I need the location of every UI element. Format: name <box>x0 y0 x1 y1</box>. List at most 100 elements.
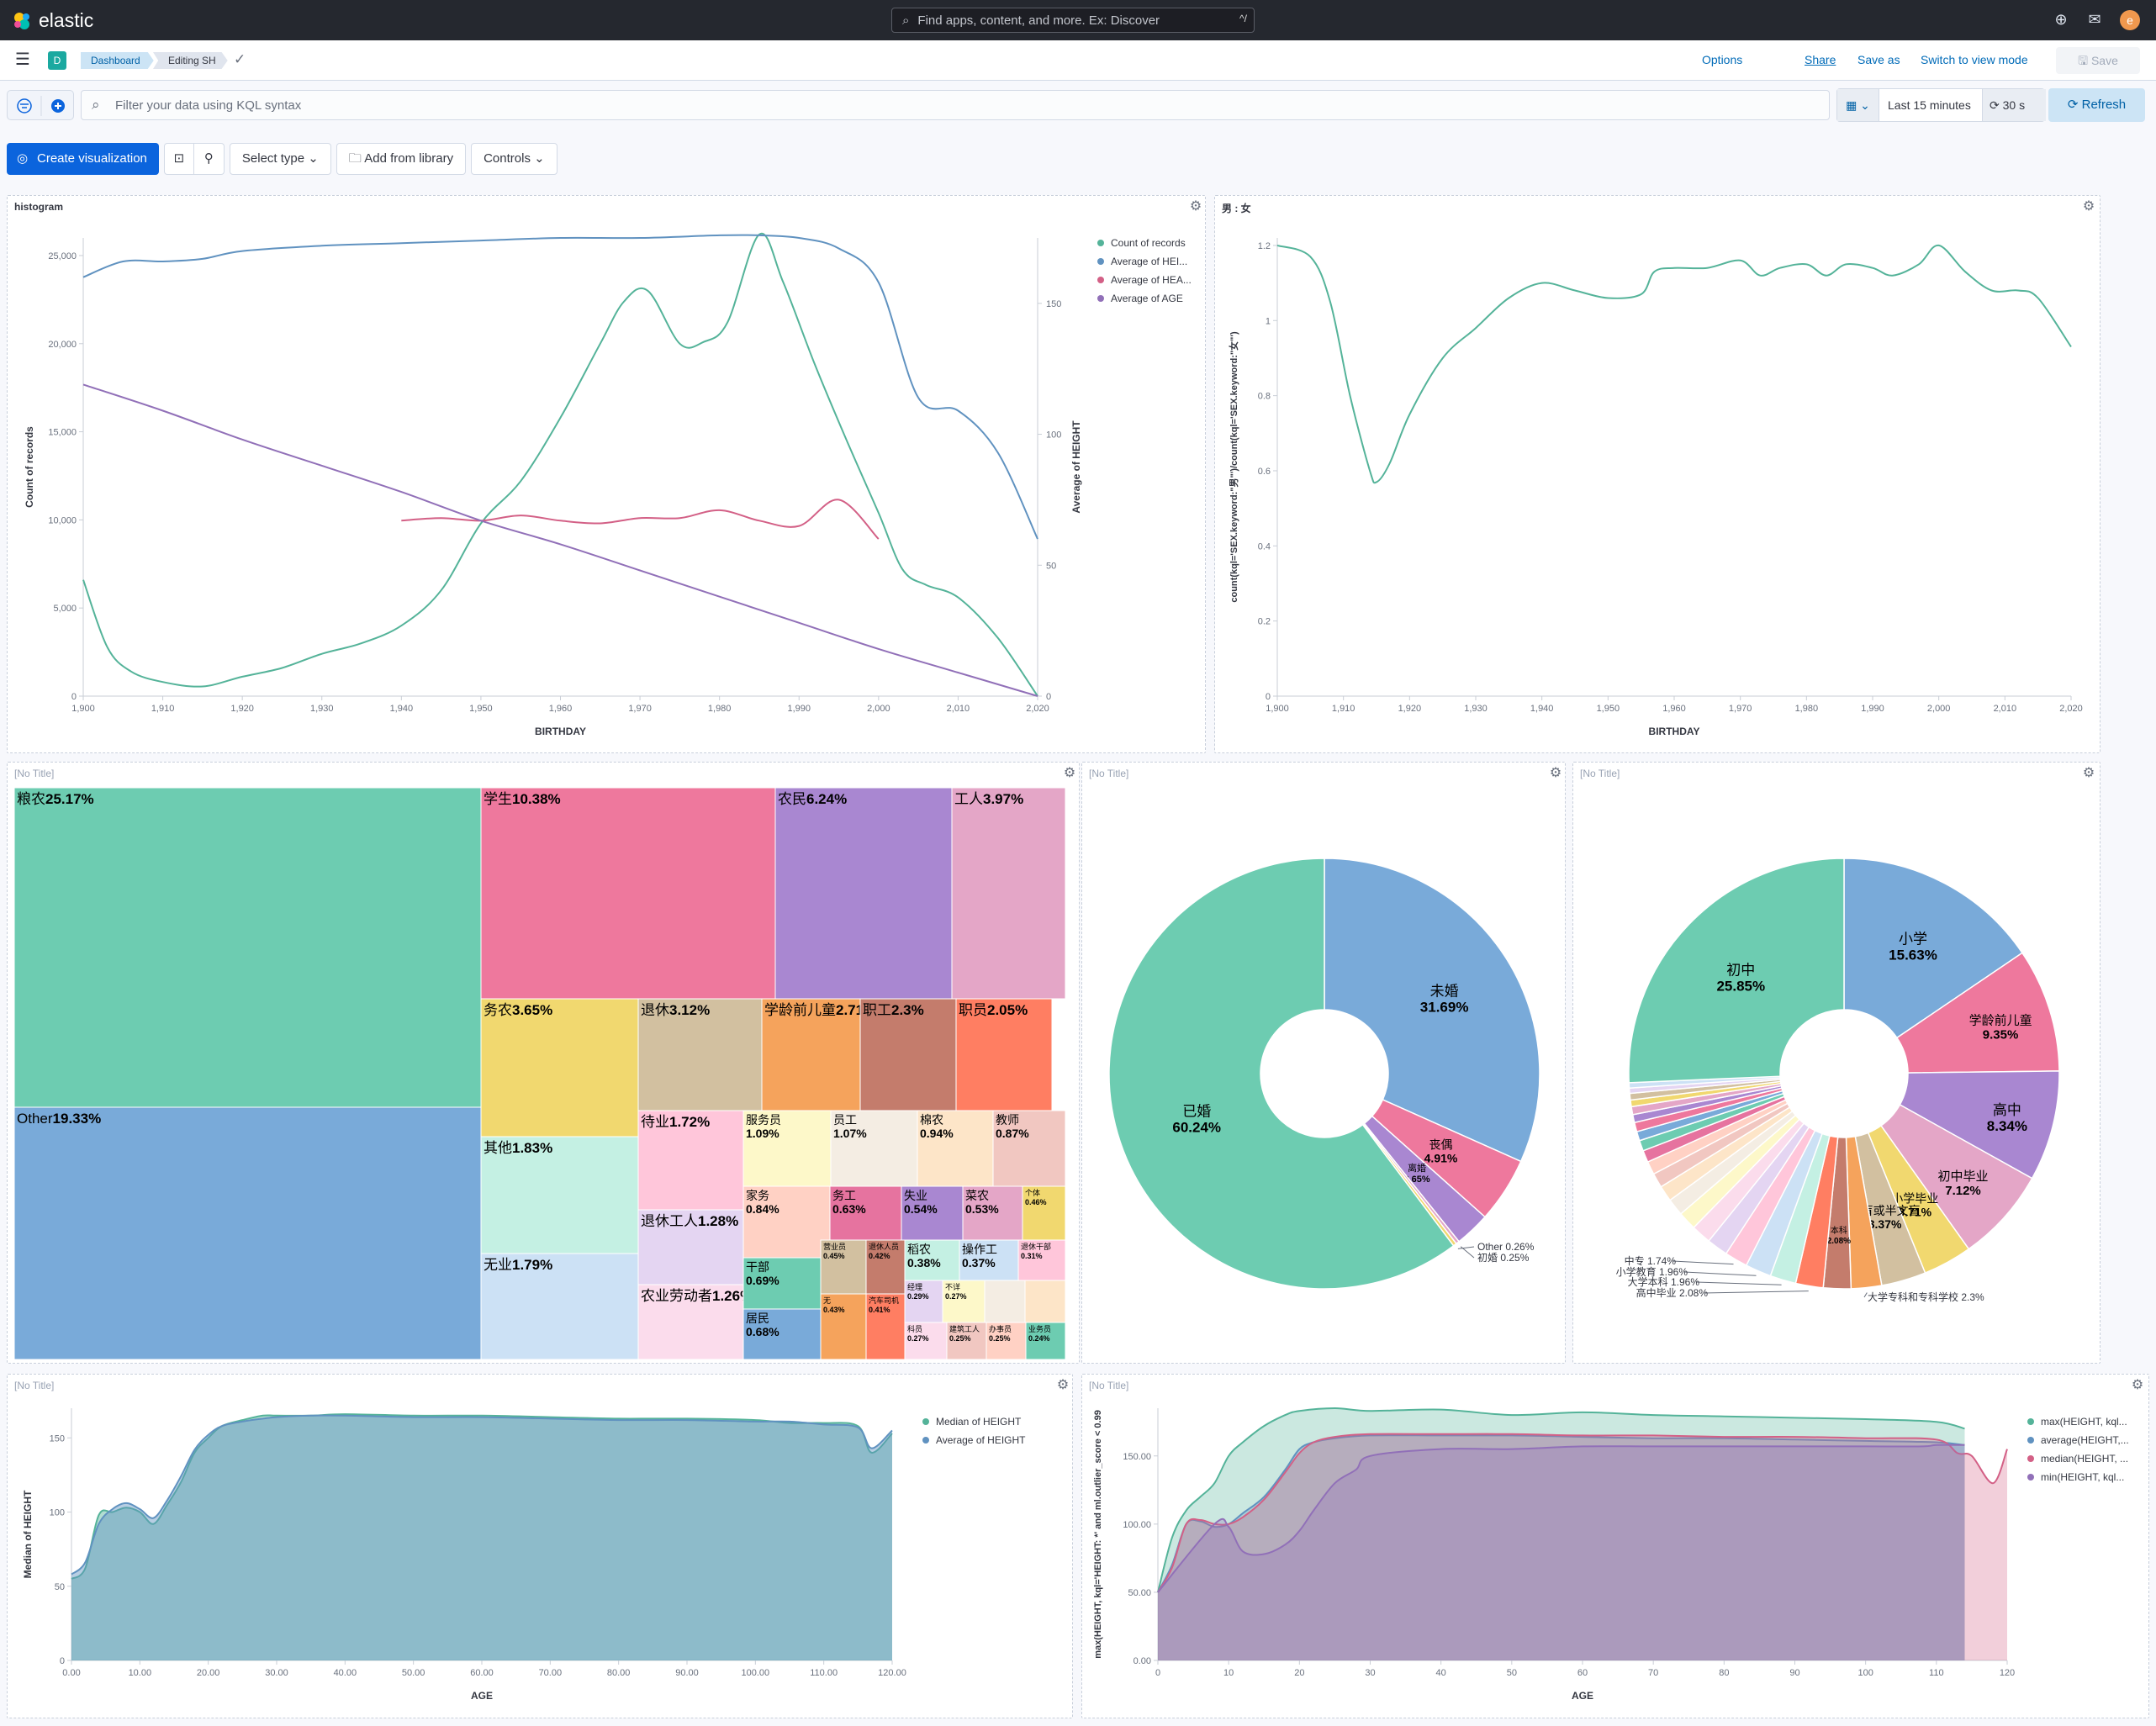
options-link[interactable]: Options <box>1702 53 1743 66</box>
panel-height-by-age[interactable]: [No Title] ⚙ 0.00 10.00 20.00 30.00 40.00 50.… <box>7 1374 1073 1718</box>
treemap-cell[interactable]: 职员2.05% <box>955 998 1053 1111</box>
treemap-cell[interactable]: 待业1.72% <box>637 1110 744 1211</box>
refresh-button[interactable]: ⟳ Refresh <box>2048 88 2145 122</box>
create-visualization-button[interactable]: ◎ Create visualization <box>7 143 159 175</box>
series-line-1 <box>82 234 1038 540</box>
controls-button[interactable]: Controls ⌄ <box>471 143 557 175</box>
treemap-cell[interactable]: 无0.43% <box>820 1293 867 1360</box>
x-tick-label: 2,020 <box>1026 704 1049 714</box>
panel-height-stats[interactable]: [No Title] ⚙ 0 10 20 30 40 50 60 70 80 90 100 110 12… <box>1081 1374 2149 1718</box>
treemap-cell-value: 0.87% <box>996 1127 1029 1140</box>
treemap-cell-name: 营业员 <box>823 1242 846 1251</box>
treemap-cell[interactable]: 稻农0.38% <box>904 1239 960 1281</box>
treemap-cell[interactable] <box>984 1280 1026 1323</box>
panel-marital-pie[interactable]: [No Title] ⚙ 未婚 31.69% 丧偶 4.91% 离婚 2.65% 初婚 0.… <box>1081 762 1566 1364</box>
treemap-cell[interactable]: 退休3.12% <box>637 998 763 1111</box>
text-panel-icon[interactable]: ⊡ <box>163 143 194 175</box>
panel-title: [No Title] <box>1089 768 1129 779</box>
panel-histogram[interactable]: histogram ⚙ 1,900 1,910 1,920 1,930 1,940 1,9… <box>7 195 1206 753</box>
treemap-cell[interactable]: 家务0.84% <box>742 1185 831 1259</box>
treemap-cell[interactable]: 员工1.07% <box>830 1110 918 1187</box>
share-link[interactable]: Share <box>1805 53 1836 66</box>
calendar-icon[interactable]: ▦ ⌄ <box>1837 89 1879 121</box>
treemap-cell-name: 建筑工人 <box>949 1324 980 1333</box>
treemap-cell[interactable]: 教师0.87% <box>992 1110 1066 1187</box>
treemap-cell[interactable]: 经理0.29% <box>904 1280 943 1323</box>
time-picker[interactable]: ▦ ⌄ Last 15 minutes ⟳ 30 s <box>1836 88 2046 122</box>
maps-icon[interactable]: ⚲ <box>193 143 225 175</box>
save-as-link[interactable]: Save as <box>1857 53 1900 66</box>
panel-sex-ratio[interactable]: 男 : 女 ⚙ 1,900 1,910 1,920 1,930 1,940 1,950 1,… <box>1214 195 2101 753</box>
elastic-logo[interactable]: elastic <box>12 9 93 32</box>
space-avatar[interactable]: D <box>48 51 66 70</box>
breadcrumb-dashboard[interactable]: Dashboard <box>81 52 154 69</box>
treemap-cell[interactable]: 务工0.63% <box>829 1185 902 1241</box>
treemap-cell[interactable]: 科员0.27% <box>904 1322 948 1360</box>
treemap-cell[interactable]: 干部0.69% <box>742 1257 822 1310</box>
treemap-rect <box>859 998 957 1111</box>
treemap-cell-name: 教师 <box>996 1113 1019 1127</box>
panel-education-pie[interactable]: [No Title] ⚙ 小学 15.63% 学龄前儿童 9.35% 高中 8.34% 初中… <box>1572 762 2101 1364</box>
treemap-cell[interactable]: 失业0.54% <box>901 1185 964 1241</box>
select-type-button[interactable]: Select type ⌄ <box>229 143 331 175</box>
user-avatar[interactable]: e <box>2120 10 2140 30</box>
series-line-0 <box>71 1413 893 1580</box>
switch-view-mode-link[interactable]: Switch to view mode <box>1921 53 2028 66</box>
treemap-cell-value: 0.27% <box>907 1334 929 1343</box>
menu-icon[interactable]: ☰ <box>15 50 30 69</box>
treemap-cell[interactable]: 棉农0.94% <box>917 1110 994 1187</box>
gear-icon[interactable]: ⚙ <box>1056 1378 1070 1392</box>
select-type-label: Select type <box>241 151 305 166</box>
refresh-interval[interactable]: ⟳ 30 s <box>1982 89 2046 121</box>
treemap-cell[interactable]: 农民6.24% <box>774 787 953 1000</box>
x-tick-label: 1,900 <box>1266 704 1289 714</box>
gear-icon[interactable]: ⚙ <box>2131 1378 2144 1392</box>
panel-occupation-treemap[interactable]: [No Title] ⚙ 粮农25.17% Other19.33% 学生10.38%… <box>7 762 1080 1364</box>
gear-icon[interactable]: ⚙ <box>1063 766 1076 780</box>
filter-controls[interactable] <box>7 90 74 120</box>
gear-icon[interactable]: ⚙ <box>2082 199 2095 214</box>
treemap-cell[interactable]: 农业劳动者1.26% <box>637 1284 753 1360</box>
treemap-cell[interactable]: 职工2.3% <box>859 998 957 1111</box>
help-icon[interactable]: ⊕ <box>2054 11 2068 28</box>
treemap-cell[interactable]: 学龄前儿童2.71% <box>761 998 876 1111</box>
x-tick-label: 1,940 <box>390 704 414 714</box>
treemap-cell[interactable]: 不详0.27% <box>942 1280 986 1323</box>
newsfeed-icon[interactable]: ✉ <box>2088 11 2101 28</box>
treemap-cell-value: 0.37% <box>962 1256 996 1269</box>
series-line-0 <box>1157 1407 1965 1593</box>
treemap-cell[interactable]: Other19.33% <box>13 1106 482 1360</box>
treemap-cell[interactable]: 务农3.65% <box>480 998 639 1137</box>
legend-swatch <box>1097 240 1104 246</box>
global-search-input[interactable]: ⌕ Find apps, content, and more. Ex: Disc… <box>891 8 1255 33</box>
y-tick-label: 150 <box>50 1433 65 1444</box>
treemap-cell[interactable] <box>1024 1280 1066 1323</box>
treemap-cell[interactable]: 菜农0.53% <box>962 1185 1023 1241</box>
gear-icon[interactable]: ⚙ <box>1189 199 1202 214</box>
save-button[interactable]: 🖫 Save <box>2056 47 2140 74</box>
time-range-label[interactable]: Last 15 minutes <box>1888 98 1971 112</box>
treemap-cell[interactable]: 其他1.83% <box>480 1136 639 1254</box>
treemap-cell[interactable]: 学生10.38% <box>480 787 776 1000</box>
gear-icon[interactable]: ⚙ <box>1549 766 1562 780</box>
treemap-cell[interactable]: 无业1.79% <box>480 1253 639 1360</box>
treemap-cell[interactable]: 工人3.97% <box>951 787 1066 1000</box>
treemap-cell-value: 25.17% <box>45 791 94 807</box>
kql-search-input[interactable]: ⌕ Filter your data using KQL syntax <box>81 90 1830 120</box>
treemap-cell[interactable]: 粮农25.17% <box>13 787 482 1108</box>
pie-label-value: 2.08% <box>1827 1237 1851 1246</box>
treemap-cell[interactable]: 个体0.46% <box>1022 1185 1066 1241</box>
gear-icon[interactable]: ⚙ <box>2082 766 2095 780</box>
treemap-cell[interactable]: 退休工人1.28% <box>637 1209 744 1285</box>
treemap-cell[interactable]: 居民0.68% <box>742 1308 822 1360</box>
add-from-library-button[interactable]: 🗀 Add from library <box>336 143 467 175</box>
